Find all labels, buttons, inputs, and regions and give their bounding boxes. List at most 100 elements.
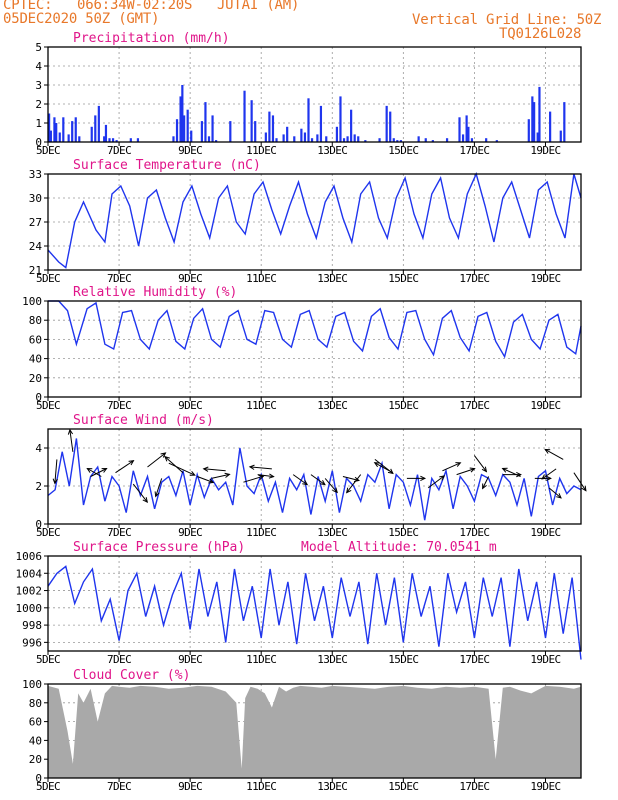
humidity-title: Relative Humidity (%) (73, 285, 237, 300)
precip-bar (316, 134, 319, 142)
model-altitude-label: Model Altitude: 70.0541 m (301, 540, 497, 555)
precip-bar (536, 132, 539, 142)
wind-arrow-head (202, 466, 209, 472)
precip-bar (186, 109, 189, 142)
precip-bar (104, 124, 108, 142)
wind-arrow-shaft (502, 468, 521, 477)
precip-bar (129, 138, 132, 142)
wind-arrow-shaft (87, 468, 102, 477)
precip-bar (211, 115, 214, 142)
wind-arrow-shaft (69, 429, 74, 452)
precip-xtick-label: 19DEC (530, 144, 560, 157)
cloud-xtick-label: 13DEC (317, 780, 347, 793)
precip-bar (271, 115, 275, 142)
precip-bar (461, 134, 465, 142)
precip-bar (559, 130, 562, 142)
temp-xtick-label: 17DEC (459, 272, 489, 285)
wind-arrow-shaft (203, 468, 226, 472)
pressure-ytick-label: 1006 (16, 550, 43, 563)
temp-xtick-label: 5DEC (36, 272, 60, 285)
wind-arrow-head (420, 475, 427, 482)
precip-xtick-label: 9DEC (178, 144, 202, 157)
precip-bar (319, 105, 323, 142)
precip-xtick-label: 15DEC (388, 144, 418, 157)
wind-arrow-head (142, 497, 149, 504)
precip-bar (357, 136, 360, 142)
wind-arrow-shaft (482, 476, 490, 489)
temp-xtick-label: 9DEC (178, 272, 202, 285)
wind-arrow-shaft (346, 474, 362, 493)
precip-bar (445, 138, 449, 142)
wind-arrow-head (154, 491, 160, 498)
precip-xtick-label: 7DEC (107, 144, 131, 157)
cloud-xtick-label: 15DEC (388, 780, 418, 793)
wind-arrow-shaft (147, 452, 166, 468)
precip-ytick-label: 1 (35, 117, 42, 130)
wind-ytick-label: 2 (35, 480, 42, 493)
wind-arrow-head (481, 466, 488, 473)
temp-title: Surface Temperature (nC) (73, 158, 261, 173)
pressure-xtick-label: 19DEC (530, 653, 560, 666)
temp-ytick-label: 30 (29, 192, 42, 205)
wind-frame (47, 428, 582, 525)
wind-arrow-head (469, 467, 476, 473)
humidity-xtick-label: 5DEC (36, 399, 60, 412)
precip-bar (250, 100, 253, 142)
cloud-ytick-label: 40 (29, 734, 42, 747)
wind-arrow-shaft (249, 466, 272, 470)
precip-bar (181, 85, 184, 142)
humidity-ytick-label: 60 (29, 333, 42, 346)
precip-bar (350, 109, 353, 142)
wind-ytick-label: 0 (35, 518, 42, 531)
precip-bar (115, 140, 118, 142)
cloud-xtick-label: 17DEC (459, 780, 489, 793)
pressure-xtick-label: 13DEC (317, 653, 347, 666)
precip-bar (243, 90, 246, 142)
temp-series-line (47, 171, 582, 269)
precip-bar (325, 136, 328, 142)
precip-bar (303, 132, 307, 142)
cloud-xtick-label: 9DEC (178, 780, 202, 793)
wind-xtick-label: 9DEC (178, 526, 202, 539)
wind-arrow-head (332, 487, 338, 494)
precip-bar (563, 102, 566, 142)
humidity-ytick-label: 80 (29, 314, 42, 327)
precip-bar (470, 138, 474, 142)
wind-arrow-shaft (292, 474, 308, 486)
humidity-frame (47, 300, 582, 398)
wind-arrow-shaft (155, 478, 163, 497)
precip-bar (136, 138, 140, 142)
precip-ytick-label: 5 (35, 41, 42, 54)
cloud-xtick-label: 11DEC (246, 780, 276, 793)
precip-bar (108, 138, 111, 142)
wind-arrow-head (67, 428, 74, 435)
precip-bar (94, 115, 97, 142)
precip-bar (183, 115, 186, 142)
precip-bar (458, 117, 461, 142)
pressure-xtick-label: 17DEC (459, 653, 489, 666)
precip-xtick-label: 11DEC (246, 144, 276, 157)
precip-bar (346, 136, 349, 142)
precip-bar (111, 138, 115, 142)
precip-bar (103, 136, 106, 142)
precip-bar (399, 140, 402, 142)
wind-arrow-shaft (197, 476, 214, 483)
wind-arrow-shaft (573, 472, 587, 491)
wind-xtick-label: 13DEC (317, 526, 347, 539)
pressure-xtick-label: 7DEC (107, 653, 131, 666)
wind-arrow-shaft (115, 460, 134, 474)
temp-ytick-label: 33 (29, 168, 42, 181)
pressure-ytick-label: 1004 (16, 567, 43, 580)
precip-ytick-label: 0 (35, 136, 42, 149)
precip-bar (190, 130, 193, 142)
wind-arrow-head (387, 468, 394, 475)
precip-bar (293, 136, 296, 142)
cloud-ytick-label: 80 (29, 697, 42, 710)
precip-bar (310, 138, 314, 142)
wind-arrow-shaft (243, 475, 264, 483)
pressure-ytick-label: 998 (22, 619, 42, 632)
humidity-xtick-label: 15DEC (388, 399, 418, 412)
cloud-ytick-label: 0 (35, 772, 42, 785)
wind-arrow-head (546, 475, 552, 482)
precip-bar (549, 111, 552, 142)
